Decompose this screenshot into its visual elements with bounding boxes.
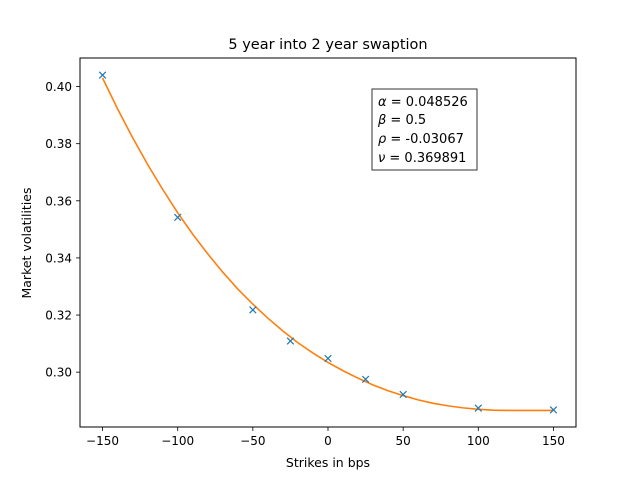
data-point-marker [399,390,407,399]
data-point-marker [361,375,370,384]
series-layer [98,71,558,414]
param-alpha-value: = 0.048526 [387,95,468,110]
param-nu: ν = 0.369891 [378,151,466,166]
y-tick-label: 0.38 [45,137,72,151]
y-tick-label: 0.34 [45,251,72,265]
x-axis: −150 −100 −50 0 50 100 150 [86,427,565,448]
param-beta-symbol: β [377,113,386,128]
param-rho-value: = -0.03067 [386,132,464,147]
x-axis-label: Strikes in bps [286,455,370,470]
data-point-marker [549,406,558,414]
y-tick-label: 0.32 [45,309,72,323]
param-alpha: α = 0.048526 [378,95,468,110]
param-nu-value: = 0.369891 [385,151,466,166]
y-tick-label: 0.30 [45,366,72,380]
x-tick-label: 150 [542,434,565,448]
y-tick-label: 0.36 [45,194,72,208]
data-point-marker [474,404,483,412]
param-beta-value: = 0.5 [386,113,426,128]
data-point-marker [173,213,182,222]
param-nu-symbol: ν [378,151,385,166]
param-beta: β = 0.5 [377,113,426,128]
y-tick-label: 0.40 [45,80,72,94]
x-tick-label: −150 [86,434,119,448]
param-alpha-symbol: α [378,95,387,110]
x-tick-label: 50 [396,434,411,448]
data-point-marker [249,306,257,314]
data-point-marker [324,354,332,363]
x-tick-label: 100 [467,434,490,448]
chart-title: 5 year into 2 year swaption [228,37,427,53]
x-tick-label: 0 [324,434,332,448]
parameter-box: α = 0.048526 β = 0.5 ρ = -0.03067 ν = 0.… [371,88,478,171]
y-axis: 0.30 0.32 0.34 0.36 0.38 0.40 [45,80,80,380]
parameter-box-frame [371,88,478,171]
x-tick-label: −100 [161,434,194,448]
fit-curve [101,77,554,412]
plot-area [80,58,576,427]
param-rho: ρ = -0.03067 [378,132,464,147]
data-point-marker [286,337,295,345]
x-tick-label: −50 [240,434,265,448]
y-axis-label: Market volatilities [19,187,34,298]
param-rho-symbol: ρ [378,132,387,147]
data-point-marker [98,71,107,79]
